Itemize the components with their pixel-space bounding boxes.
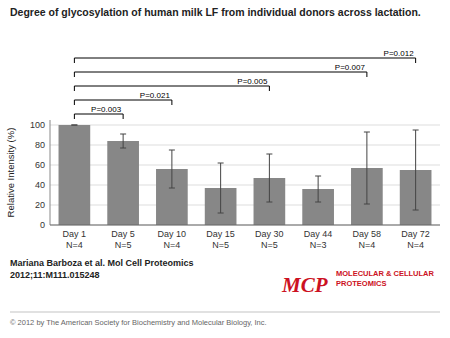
bar [59,125,91,225]
significance-bracket [74,72,367,77]
error-bar [169,150,175,188]
significance-label: P=0.003 [91,105,122,114]
significance-bracket [74,58,415,63]
significance-bracket [74,114,123,119]
x-tick-label: Day 1N=4 [63,229,87,250]
bar [107,141,139,225]
x-tick-label-line: Day 1 [63,229,87,239]
significance-bracket [74,100,172,105]
x-tick-label-line: N=5 [212,240,229,250]
error-bar [364,132,370,204]
title: Degree of glycosylation of human milk LF… [10,6,421,18]
grid-line [50,225,440,226]
citation: Mariana Barboza et al. Mol Cell Proteomi… [10,258,194,268]
y-tick-label: 40 [35,180,45,190]
x-tick-label-line: N=3 [310,240,327,250]
x-tick-label-line: Day 72 [401,229,430,239]
x-tick-label: Day 44N=3 [304,229,333,250]
footer: © 2012 by The American Society for Bioch… [10,318,267,327]
x-tick-label-line: N=5 [115,240,132,250]
logo-text: MOLECULAR & CELLULAR [336,269,434,278]
x-tick-label: Day 30N=5 [255,229,284,250]
citation: 2012;11:M111.015248 [10,270,100,280]
y-tick-label: 100 [30,120,45,130]
x-tick-label-line: N=4 [66,240,83,250]
x-tick-label: Day 72N=4 [401,229,430,250]
x-tick-label-line: N=5 [261,240,278,250]
x-tick-label-line: Day 5 [111,229,135,239]
x-tick-label-line: N=4 [163,240,180,250]
error-bar [315,176,321,202]
x-axis-line [50,225,440,226]
significance-bracket [74,86,269,91]
logo-text: PROTEOMICS [336,279,386,288]
x-tick-label-line: N=4 [358,240,375,250]
x-tick-label: Day 10N=4 [158,229,187,250]
x-tick-label-line: Day 10 [158,229,187,239]
title-line: Degree of glycosylation of human milk LF… [10,6,421,18]
x-tick-label-line: Day 58 [353,229,382,239]
error-bar [413,130,419,210]
y-tick-label: 0 [40,220,45,230]
y-axis-label: Relative Intensity (%) [5,128,16,218]
error-bar [266,154,272,202]
significance-label: P=0.012 [384,49,415,58]
error-bar [120,134,126,148]
grid-line [50,125,440,126]
separator [10,312,440,313]
significance-label: P=0.005 [237,77,268,86]
significance-label: P=0.021 [140,91,171,100]
y-tick-label: 20 [35,200,45,210]
x-tick-label: Day 5N=5 [111,229,135,250]
x-tick-label-line: Day 15 [206,229,235,239]
error-bar [71,125,77,126]
x-tick-label: Day 15N=5 [206,229,235,250]
y-tick-label: 60 [35,160,45,170]
y-axis-line [50,120,51,225]
logo-mark: MCP [281,273,328,297]
x-tick-label: Day 58N=4 [353,229,382,250]
x-tick-label-line: N=4 [407,240,424,250]
x-tick-label-line: Day 30 [255,229,284,239]
marks [59,125,432,225]
error-bar [218,163,224,213]
y-tick-label: 80 [35,140,45,150]
x-tick-label-line: Day 44 [304,229,333,239]
chart: Degree of glycosylation of human milk LF… [0,0,450,338]
significance-label: P=0.007 [335,63,366,72]
